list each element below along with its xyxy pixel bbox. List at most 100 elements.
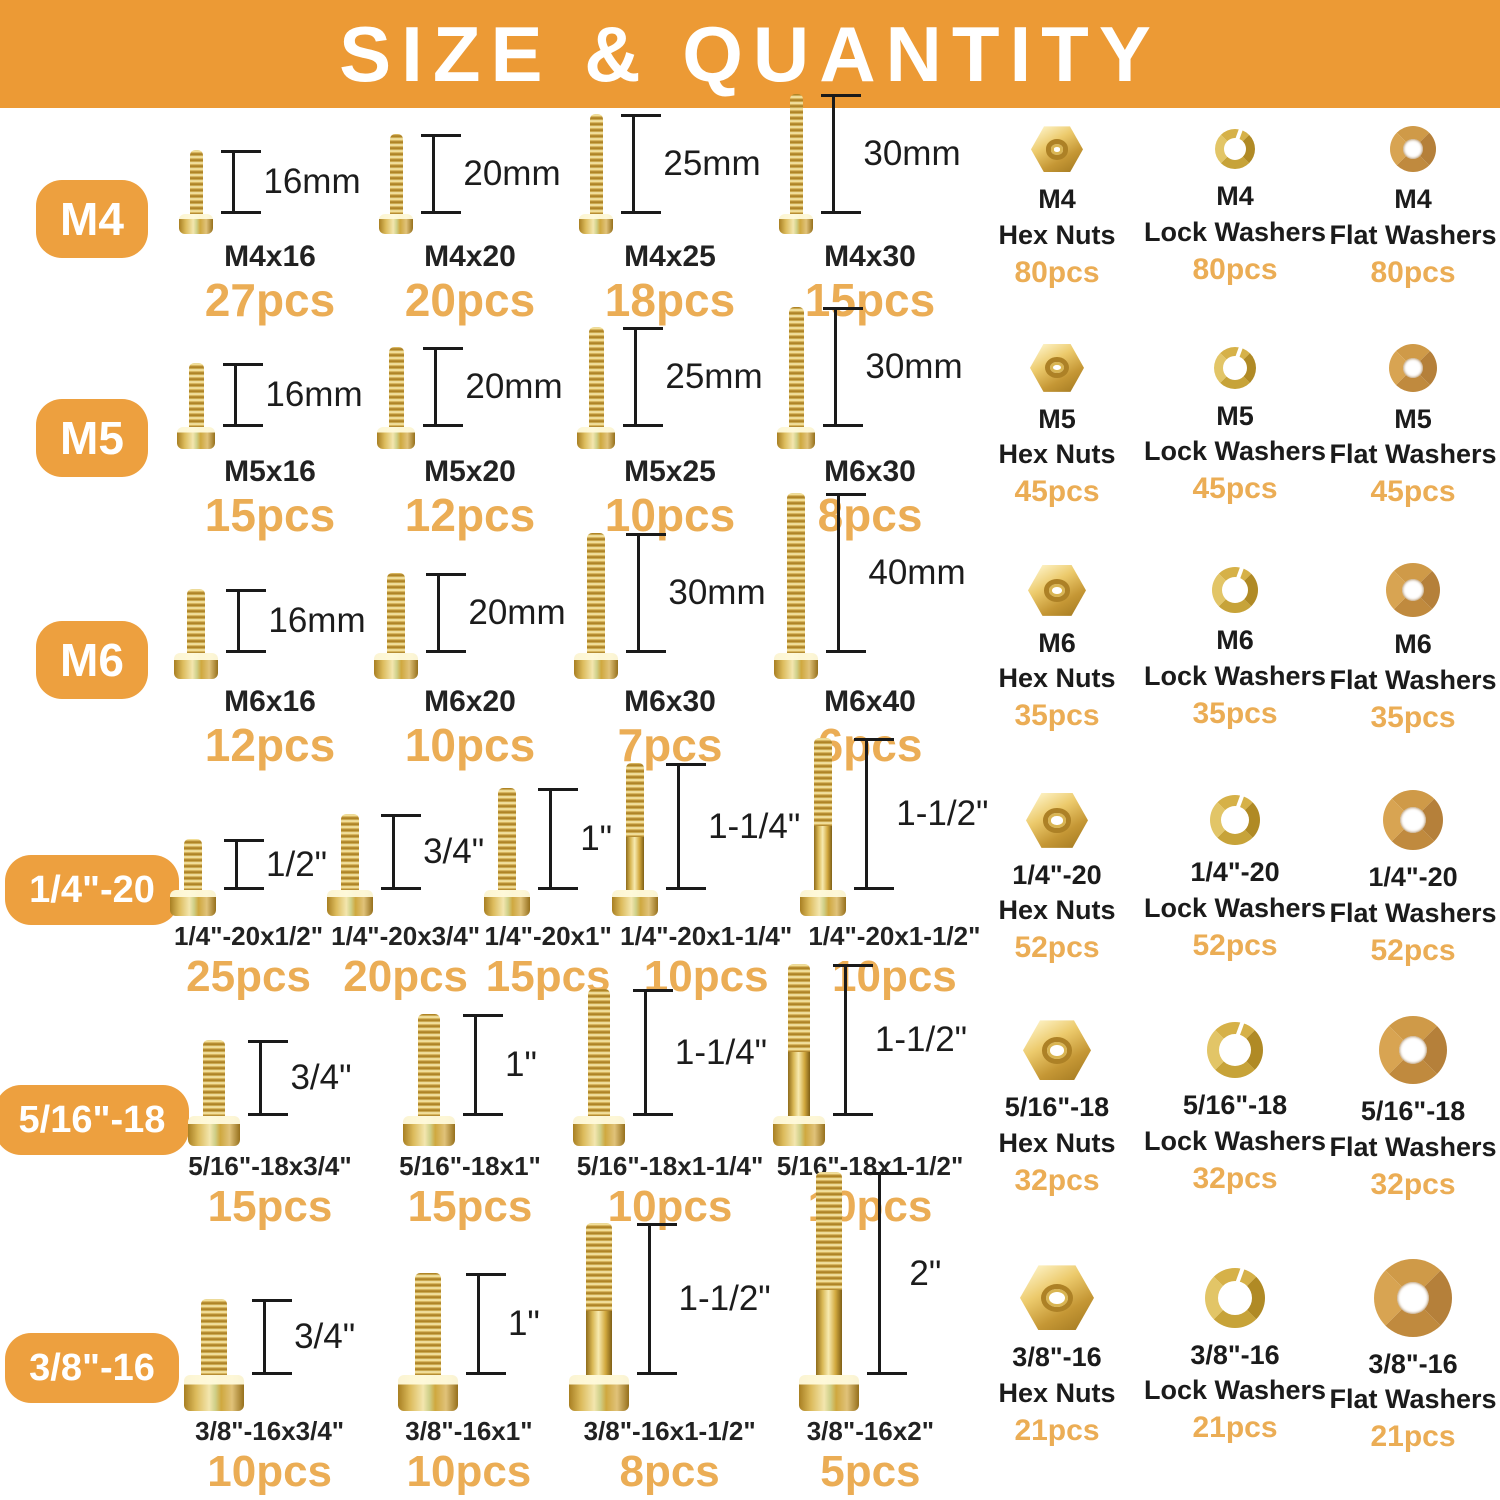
dimension-annotation: 3/4": [381, 814, 485, 891]
bolt-head-icon: [174, 653, 219, 680]
bolt-item: 20mm M4x20 20pcs: [370, 134, 570, 326]
bolts-area: 1/2" 1/4"-20x1/2" 25pcs 3/4" 1/4"-20x3/4" 20p…: [170, 738, 988, 1005]
dimension-label: 2": [909, 1253, 942, 1293]
dimension-label: 1": [507, 1304, 540, 1344]
hex-nut-icon: [1022, 1020, 1091, 1081]
badge-column: M6: [0, 545, 170, 775]
lock-washer-split: [1235, 346, 1244, 359]
hardware-item: 3/8"-16 Flat Washers 21pcs: [1326, 1258, 1500, 1456]
bolt-thread: [184, 839, 202, 891]
bolt-qty-label: 15pcs: [804, 274, 936, 327]
bolt-item: 1-1/4" 1/4"-20x1-1/4" 10pcs: [612, 763, 800, 1001]
bolt-graphic: 1-1/2": [568, 1223, 771, 1412]
dimension-label: 1-1/2": [874, 1020, 968, 1060]
dimension-annotation: 1-1/4": [632, 989, 767, 1117]
bolt-item: 16mm M4x16 27pcs: [170, 150, 370, 326]
hardware-type-label: Hex Nuts: [998, 663, 1116, 693]
bolt-graphic: 16mm: [179, 150, 361, 235]
dimension-bracket: [626, 533, 667, 654]
bolt-shank: [389, 134, 403, 215]
flat-washer-icon: [1383, 790, 1444, 851]
dimension-label: 3/4": [423, 832, 485, 872]
dimension-bracket: [867, 1172, 908, 1376]
bolt-thread: [788, 307, 804, 428]
hardware-size-label: M4: [1216, 181, 1254, 212]
bolt-graphic: 1-1/4": [612, 763, 800, 917]
hex-nut-hole: [1045, 357, 1069, 379]
hardware-size-label: M6: [1038, 627, 1076, 658]
bolt-shank: [787, 493, 806, 654]
hardware-item: M5 Hex Nuts 45pcs: [970, 343, 1144, 511]
bolt-item: 30mm M4x30 15pcs: [770, 94, 970, 326]
bolt-thread: [201, 1299, 228, 1376]
bolt-head-icon: [799, 1375, 860, 1412]
dimension-annotation: 25mm: [623, 327, 763, 428]
bolt-size-label: 3/8"-16x1": [405, 1416, 533, 1447]
bolt-qty-label: 18pcs: [604, 274, 736, 327]
hardware-size-label: 5/16"-18: [1360, 1096, 1466, 1127]
bolt-thread: [787, 964, 810, 1053]
hardware-size-label: 3/8"-16: [1190, 1339, 1280, 1370]
bolt-size-label: M5x20: [424, 455, 516, 489]
bolt-size-label: 3/8"-16x2": [806, 1416, 935, 1447]
bolt-size-label: M4x16: [224, 240, 316, 274]
flat-washer-icon: [1374, 1258, 1453, 1337]
dimension-annotation: 30mm: [626, 533, 766, 654]
bolt-shank: [189, 150, 203, 215]
dimension-label: 25mm: [665, 357, 763, 397]
size-row: M4 16mm M4x16 27pcs 20mm M4x20 20pcs 25mm M4x25 1…: [0, 94, 1500, 330]
bolt-head-icon: [574, 653, 619, 680]
dimension-label: 16mm: [268, 601, 366, 641]
hardware-type-label: Flat Washers: [1329, 897, 1497, 928]
bolt-thread: [389, 134, 403, 215]
bolt-item: 2" 3/8"-16x2" 5pcs: [771, 1172, 970, 1496]
bolt-qty-label: 10pcs: [404, 719, 536, 772]
dimension-label: 16mm: [263, 162, 361, 202]
hardware-area: M5 Hex Nuts 45pcs M5 Lock Washers 45pcs M5 Flat…: [970, 330, 1500, 545]
dimension-annotation: 3/4": [252, 1299, 355, 1376]
lock-washer-icon: [1215, 129, 1255, 170]
bolt-qty-label: 15pcs: [204, 489, 336, 542]
dimension-label: 30mm: [668, 573, 766, 613]
bolt-graphic: 1-1/2": [772, 964, 968, 1147]
bolts-area: 16mm M4x16 27pcs 20mm M4x20 20pcs 25mm M4x25 18p…: [170, 94, 970, 330]
bolt-graphic: 1": [403, 1014, 537, 1147]
dimension-bracket: [226, 589, 267, 654]
bolt-item: 16mm M6x16 12pcs: [170, 589, 370, 771]
bolt-qty-label: 12pcs: [404, 489, 536, 542]
hardware-item: 3/8"-16 Hex Nuts 21pcs: [970, 1265, 1144, 1449]
bolt-shank: [587, 533, 606, 654]
flat-washer-icon: [1389, 343, 1438, 392]
bolt-head-icon: [379, 214, 414, 235]
hardware-qty-label: 45pcs: [1370, 475, 1456, 509]
bolt-item: 16mm M5x16 15pcs: [170, 363, 370, 541]
bolt-drawing: [327, 814, 374, 917]
hardware-type-label: Hex Nuts: [998, 1377, 1116, 1408]
bolt-shank: [418, 1014, 441, 1117]
bolt-graphic: 16mm: [177, 363, 363, 450]
hardware-type-label: Flat Washers: [1329, 439, 1497, 469]
dimension-label: 1-1/2": [896, 794, 989, 834]
dimension-annotation: 1-1/2": [636, 1223, 771, 1376]
bolt-qty-label: 10pcs: [604, 489, 736, 542]
bolt-drawing: [397, 1273, 458, 1412]
dimension-bracket: [423, 347, 464, 428]
bolt-head-icon: [772, 1116, 825, 1147]
bolt-thread: [189, 150, 203, 215]
lock-washer-icon: [1210, 795, 1260, 846]
bolt-size-label: 3/8"-16x3/4": [195, 1416, 345, 1447]
bolt-smooth-shank: [814, 826, 833, 890]
hardware-qty-label: 32pcs: [1014, 1163, 1100, 1197]
hardware-item: 1/4"-20 Hex Nuts 52pcs: [970, 792, 1144, 967]
hardware-size-label: M5: [1394, 403, 1432, 434]
bolt-graphic: 30mm: [777, 307, 963, 450]
badge-column: M5: [0, 330, 170, 545]
size-row: M5 16mm M5x16 15pcs 20mm M5x20 12pcs 25mm M5x25 1…: [0, 307, 1500, 545]
hardware-type-label: Flat Washers: [1329, 1384, 1497, 1414]
hardware-area: M4 Hex Nuts 80pcs M4 Lock Washers 80pcs M4 Flat…: [970, 108, 1500, 330]
bolt-thread: [787, 493, 806, 654]
hardware-type-label: Hex Nuts: [998, 1127, 1116, 1158]
dimension-annotation: 16mm: [221, 150, 361, 215]
bolt-drawing: [177, 363, 216, 450]
dimension-annotation: 40mm: [826, 493, 966, 654]
